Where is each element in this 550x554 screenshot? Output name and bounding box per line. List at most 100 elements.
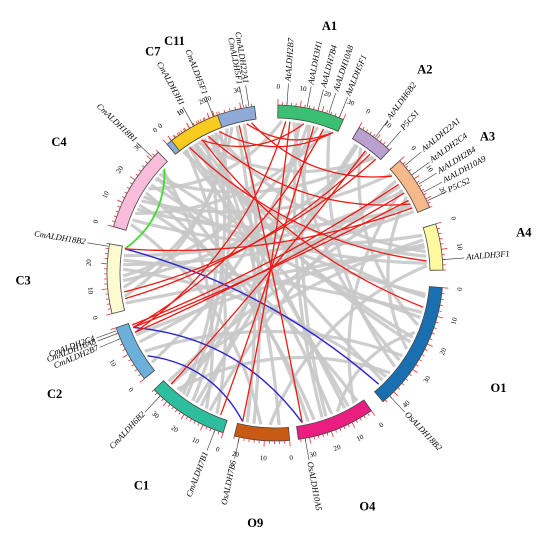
tick-mark bbox=[427, 201, 431, 204]
gene-leader-line bbox=[304, 439, 310, 460]
tick-mark bbox=[161, 398, 164, 402]
tick-label: 20 bbox=[85, 259, 93, 267]
tick-mark bbox=[218, 111, 220, 115]
synteny-link-red bbox=[134, 192, 405, 333]
tick-mark bbox=[355, 419, 358, 424]
tick-mark bbox=[308, 105, 311, 109]
tick-mark bbox=[405, 378, 409, 381]
tick-label: 10 bbox=[101, 189, 111, 199]
tick-label: 0 bbox=[91, 315, 100, 321]
tick-mark bbox=[379, 139, 383, 143]
chromosome-labels: C11 A1 A2 A3 A4 O1 O4 O9 C1 C2 C3 C4 C7 bbox=[16, 19, 533, 530]
chromosome-label-A4: A4 bbox=[516, 225, 532, 239]
tick-mark bbox=[431, 332, 435, 335]
tick-mark bbox=[405, 165, 409, 168]
gene-leader-line bbox=[339, 97, 348, 117]
tick-label: 10 bbox=[191, 436, 201, 446]
tick-mark bbox=[415, 364, 419, 367]
gene-leader-line bbox=[418, 172, 437, 185]
tick-mark bbox=[397, 387, 401, 390]
tick-mark bbox=[393, 391, 399, 397]
tick-mark bbox=[440, 243, 444, 245]
tick-label: 30 bbox=[233, 86, 242, 95]
highlight-links bbox=[124, 121, 427, 423]
gene-label: CmALDH7B1 bbox=[184, 450, 210, 498]
synteny-link-blue bbox=[147, 355, 244, 422]
chromosome-block-C1 bbox=[153, 380, 228, 434]
tick-mark bbox=[239, 102, 242, 109]
gene-leader-line bbox=[234, 438, 240, 459]
tick-mark bbox=[402, 161, 406, 165]
tick-mark bbox=[442, 287, 449, 289]
tick-mark bbox=[101, 288, 108, 290]
tick-mark bbox=[334, 113, 337, 117]
gene-leader-line bbox=[328, 92, 336, 113]
synteny-link-grey bbox=[187, 146, 334, 415]
tick-mark bbox=[304, 104, 306, 108]
tick-mark bbox=[339, 427, 342, 431]
tick-mark bbox=[122, 348, 126, 351]
chromosome-ring: 0 10 20 30 0 10 20 30 0 10 0 10 20 0 10 0 10 20 30 40 0 10 20 3… bbox=[85, 83, 464, 463]
tick-mark bbox=[129, 176, 136, 181]
tick-mark bbox=[335, 429, 337, 433]
tick-mark bbox=[178, 411, 181, 415]
tick-label: 0 bbox=[92, 218, 101, 224]
gene-leader-line bbox=[412, 161, 430, 175]
tick-mark bbox=[438, 232, 442, 235]
gene-leader-line bbox=[99, 338, 120, 348]
gene-label: OsALDH18B2 bbox=[403, 409, 445, 453]
tick-mark bbox=[134, 369, 138, 372]
synteny-link-red bbox=[124, 207, 413, 252]
tick-mark bbox=[437, 316, 444, 319]
tick-mark bbox=[309, 437, 312, 444]
chromosome-label-C7: C7 bbox=[145, 44, 160, 58]
synteny-link-grey bbox=[138, 203, 359, 402]
tick-mark bbox=[167, 403, 171, 407]
tick-mark bbox=[113, 215, 117, 218]
tick-mark bbox=[139, 378, 145, 383]
tick-mark bbox=[195, 121, 198, 125]
chromosome-label-C2: C2 bbox=[47, 387, 62, 401]
tick-mark bbox=[418, 359, 422, 362]
tick-mark bbox=[202, 117, 205, 121]
tick-mark bbox=[192, 122, 195, 126]
tick-mark bbox=[189, 418, 192, 422]
tick-mark bbox=[313, 106, 315, 110]
tick-mark bbox=[216, 112, 218, 116]
tick-mark bbox=[382, 141, 386, 145]
synteny-link-grey bbox=[214, 132, 426, 254]
tick-label: 20 bbox=[323, 89, 332, 99]
synteny-link-red bbox=[132, 199, 409, 329]
tick-mark bbox=[367, 412, 370, 416]
tick-label: 10 bbox=[383, 119, 394, 130]
tick-mark bbox=[220, 432, 224, 439]
chromosome-block-A3 bbox=[389, 160, 431, 213]
tick-label: 0 bbox=[409, 144, 418, 152]
tick-mark bbox=[106, 242, 110, 245]
tick-mark bbox=[124, 191, 128, 194]
tick-mark bbox=[421, 354, 425, 357]
tick-mark bbox=[389, 147, 392, 151]
tick-mark bbox=[223, 109, 226, 113]
synteny-link-grey bbox=[136, 204, 412, 230]
gene-leader-line bbox=[206, 430, 215, 451]
tick-mark bbox=[317, 435, 320, 439]
tick-mark bbox=[122, 354, 129, 358]
tick-mark bbox=[322, 433, 324, 438]
tick-mark bbox=[313, 436, 316, 440]
tick-mark bbox=[116, 199, 123, 203]
tick-mark bbox=[217, 431, 220, 435]
tick-mark bbox=[424, 348, 428, 351]
tick-mark bbox=[425, 195, 432, 200]
tick-mark bbox=[435, 321, 439, 324]
tick-mark bbox=[429, 338, 433, 341]
tick-mark bbox=[412, 369, 418, 374]
tick-mark bbox=[372, 134, 376, 137]
tick-mark bbox=[234, 106, 236, 110]
gene-leader-line bbox=[317, 89, 324, 110]
chromosome-label-O9: O9 bbox=[247, 516, 263, 530]
tick-label: 10 bbox=[299, 84, 308, 93]
chromosome-block-A4 bbox=[422, 223, 444, 271]
gene-leader-line bbox=[390, 396, 405, 413]
tick-mark bbox=[245, 104, 247, 108]
